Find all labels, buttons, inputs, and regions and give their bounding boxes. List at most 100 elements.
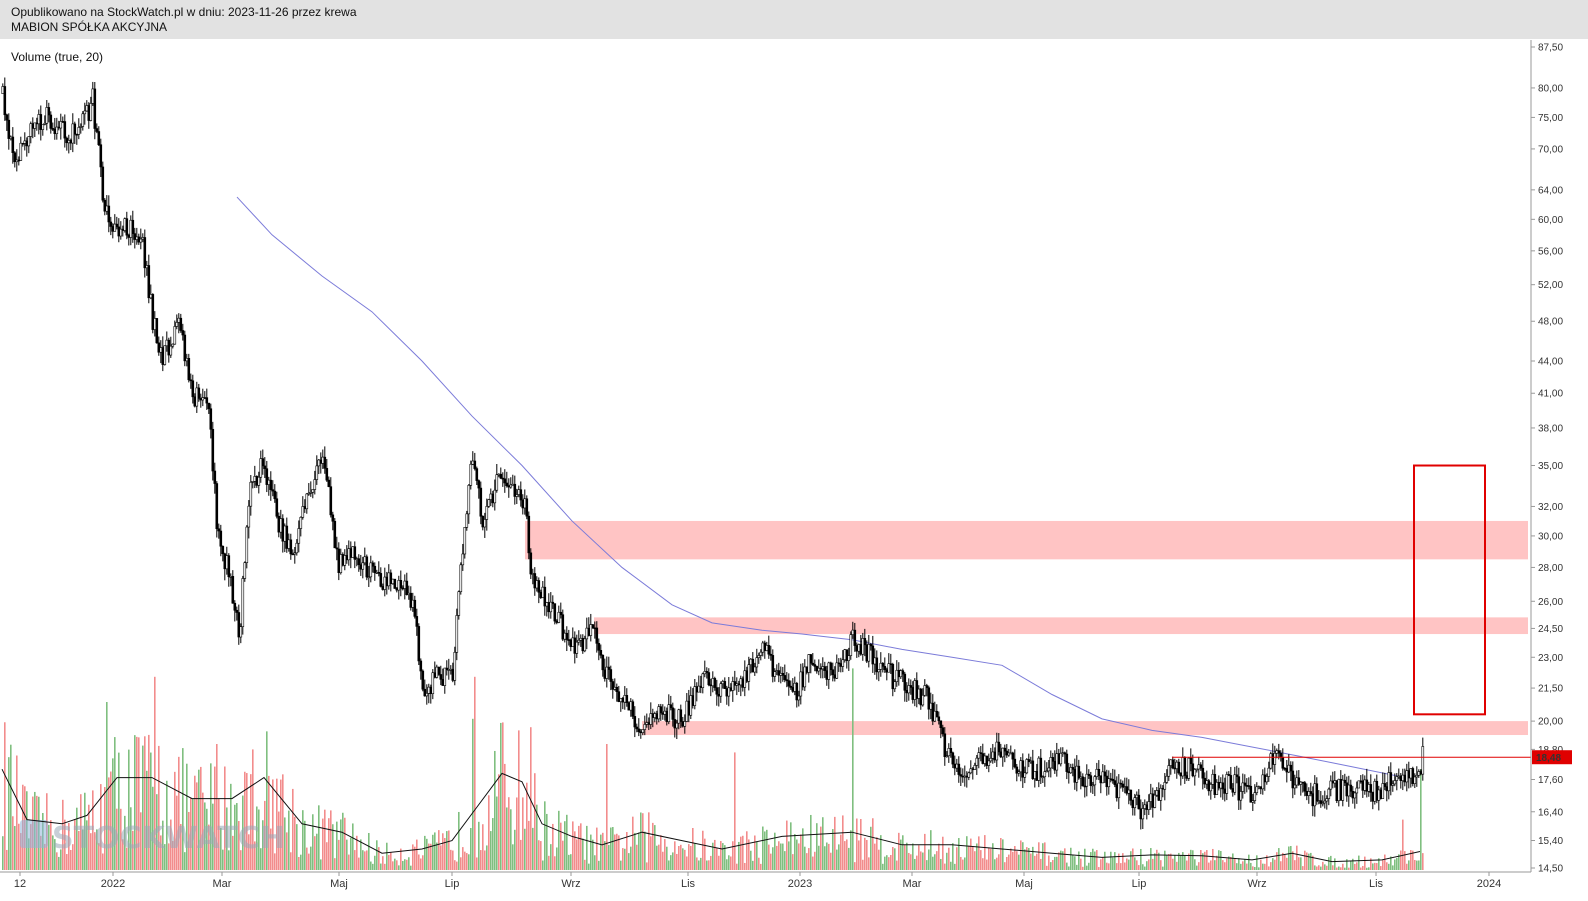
candle-body <box>1245 785 1249 787</box>
candle-body <box>237 612 241 638</box>
candle-body <box>565 632 569 640</box>
volume-bar <box>762 826 764 870</box>
candle-body <box>1047 767 1051 772</box>
volume-bar <box>482 824 484 870</box>
candle-body <box>1419 771 1423 775</box>
candle-body <box>1013 758 1017 768</box>
volume-bar <box>418 854 420 870</box>
volume-bar <box>1366 867 1368 870</box>
volume-bar <box>890 854 892 870</box>
annotations <box>1172 464 1531 758</box>
candle-body <box>513 483 517 497</box>
candle-body <box>875 657 879 673</box>
volume-bar <box>1106 862 1108 870</box>
candle-body <box>1145 804 1149 810</box>
volume-bar <box>518 730 520 870</box>
x-tick-label: 2023 <box>788 878 812 890</box>
volume-bar <box>402 860 404 870</box>
volume-bar <box>1356 862 1358 870</box>
candle-body <box>1207 780 1211 792</box>
candle-body <box>1077 765 1081 779</box>
volume-bar <box>1296 845 1298 870</box>
candle-body <box>1293 784 1297 789</box>
volume-bar <box>1118 853 1120 870</box>
volume-bar <box>836 849 838 870</box>
volume-bar <box>562 840 564 870</box>
volume-bar <box>1124 862 1126 870</box>
candle-body <box>771 655 775 677</box>
candle-body <box>1285 768 1289 773</box>
candle-body <box>1341 779 1345 801</box>
volume-bar <box>808 848 810 870</box>
volume-bar <box>340 819 342 870</box>
volume-bar <box>132 830 134 870</box>
volume-bar <box>170 819 172 870</box>
candle-body <box>1183 757 1187 776</box>
volume-bar <box>1152 858 1154 870</box>
volume-bar <box>998 854 1000 870</box>
volume-bar <box>58 856 60 870</box>
volume-bar <box>794 834 796 870</box>
y-tick-label: 44,00 <box>1538 356 1563 367</box>
volume-bar <box>1026 847 1028 870</box>
x-tick-label: 2024 <box>1477 878 1501 890</box>
volume-bar <box>960 856 962 870</box>
volume-bar <box>608 844 610 870</box>
volume-bar <box>496 796 498 870</box>
candle-body <box>1091 784 1095 787</box>
volume-bar <box>1334 858 1336 870</box>
volume-bar <box>270 828 272 870</box>
y-tick-label: 75,00 <box>1538 113 1563 124</box>
volume-bar <box>458 811 460 870</box>
candle-body <box>773 671 777 677</box>
candle-body <box>1357 780 1361 789</box>
volume-bar <box>1256 855 1258 870</box>
volume-bar <box>1226 858 1228 870</box>
volume-bar <box>732 841 734 870</box>
volume-bar <box>908 852 910 870</box>
candle-body <box>705 671 709 673</box>
volume-bar <box>768 844 770 870</box>
candle-body <box>405 580 409 595</box>
candle-body <box>9 136 13 139</box>
volume-bar <box>548 855 550 870</box>
volume-bar <box>990 848 992 870</box>
volume-bar <box>86 820 88 870</box>
candle-body <box>759 651 763 656</box>
candle-body <box>1353 792 1357 799</box>
y-tick-label: 32,00 <box>1538 502 1563 513</box>
candle-body <box>803 666 807 688</box>
volume-bar <box>1188 853 1190 870</box>
candle-body <box>89 103 93 121</box>
candle-body <box>1033 771 1037 779</box>
volume-bar <box>1242 861 1244 870</box>
candle-body <box>853 629 857 646</box>
candle-body <box>123 218 127 231</box>
volume-bar <box>394 858 396 870</box>
volume-bar <box>1064 848 1066 870</box>
volume-bar <box>1190 849 1192 870</box>
volume-bar <box>550 844 552 870</box>
candle-body <box>1157 790 1161 801</box>
y-tick-label: 64,00 <box>1538 185 1563 196</box>
candle-body <box>1103 771 1107 777</box>
candle-body <box>459 564 463 592</box>
volume-bar <box>848 847 850 870</box>
candle-body <box>923 685 927 696</box>
candle-body <box>1413 776 1417 784</box>
candle-body <box>1397 775 1401 778</box>
candle-body <box>371 562 375 567</box>
volume-bar <box>1322 861 1324 870</box>
candle-body <box>1043 771 1047 778</box>
candle-body <box>1105 775 1109 788</box>
candle-body <box>783 675 787 680</box>
volume-bar <box>1330 855 1332 870</box>
volume-bar <box>126 847 128 870</box>
candle-body <box>609 669 613 682</box>
volume-bar <box>422 855 424 870</box>
candle-body <box>111 226 115 232</box>
volume-bar <box>396 860 398 870</box>
candle-body <box>503 478 507 484</box>
volume-bar <box>428 843 430 870</box>
